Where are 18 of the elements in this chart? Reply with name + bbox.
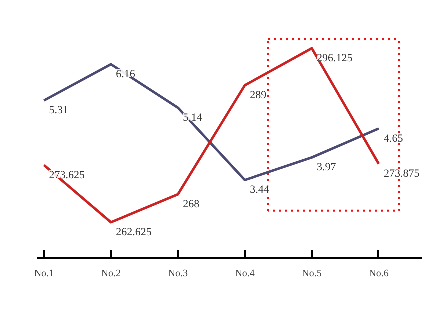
data-label: 268 [183, 198, 200, 211]
data-label: 273.875 [384, 168, 420, 180]
data-label: 5.14 [183, 112, 203, 124]
data-label: 6.16 [116, 68, 136, 80]
x-tick-label: No.2 [101, 268, 122, 280]
data-label: 3.44 [250, 184, 270, 196]
x-tick-label: No.4 [235, 268, 255, 280]
data-label: 4.65 [384, 132, 404, 145]
data-label: 296.125 [317, 52, 354, 65]
data-label: 273.625 [49, 169, 86, 182]
x-tick-label: No.6 [369, 268, 389, 280]
x-tick-label: No.5 [302, 268, 322, 280]
x-tick-label: No.1 [34, 268, 54, 280]
x-tick-label: No.3 [168, 268, 188, 280]
data-label: 289 [250, 90, 268, 102]
data-label: 262.625 [116, 226, 152, 238]
data-label: 5.31 [49, 104, 68, 117]
data-label: 3.97 [317, 162, 337, 174]
